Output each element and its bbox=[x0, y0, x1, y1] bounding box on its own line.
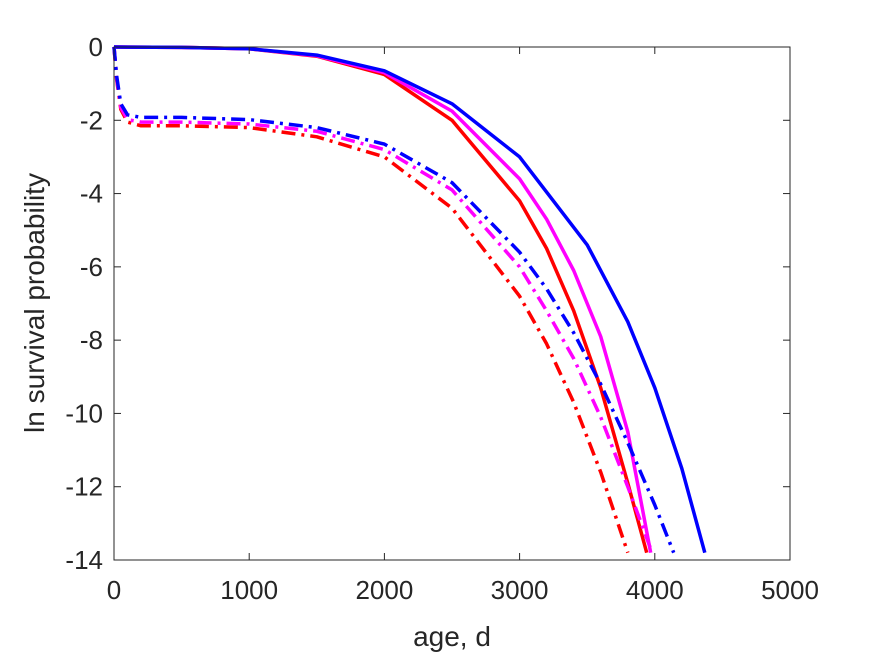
series-layer bbox=[112, 45, 707, 554]
x-tick-label: 2000 bbox=[355, 575, 413, 605]
y-tick-label: -8 bbox=[80, 325, 103, 355]
x-tick-label: 0 bbox=[107, 575, 121, 605]
y-tick-label: -12 bbox=[65, 472, 103, 502]
x-tick-label: 5000 bbox=[761, 575, 819, 605]
plot-area bbox=[114, 47, 790, 560]
y-tick-label: 0 bbox=[89, 32, 103, 62]
x-axis-label: age, d bbox=[413, 621, 491, 652]
y-axis-label: ln survival probability bbox=[19, 173, 50, 433]
series-line-6 bbox=[112, 46, 676, 554]
series-line-5 bbox=[112, 46, 654, 554]
y-tick-label: -2 bbox=[80, 105, 103, 135]
y-tick-label: -4 bbox=[80, 179, 103, 209]
y-tick-label: -10 bbox=[65, 398, 103, 428]
y-tick-label: -14 bbox=[65, 545, 103, 575]
tick-layer: 0 1000 2000 3000 4000 5000 0 -2 -4 -6 -8 -10 -12 -14 bbox=[65, 32, 819, 605]
plot-frame bbox=[113, 46, 791, 561]
y-tick-label: -6 bbox=[80, 252, 103, 282]
x-tick-label: 4000 bbox=[626, 575, 684, 605]
x-tick-label: 3000 bbox=[491, 575, 549, 605]
series-line-3 bbox=[113, 45, 707, 554]
x-tick-label: 1000 bbox=[220, 575, 278, 605]
